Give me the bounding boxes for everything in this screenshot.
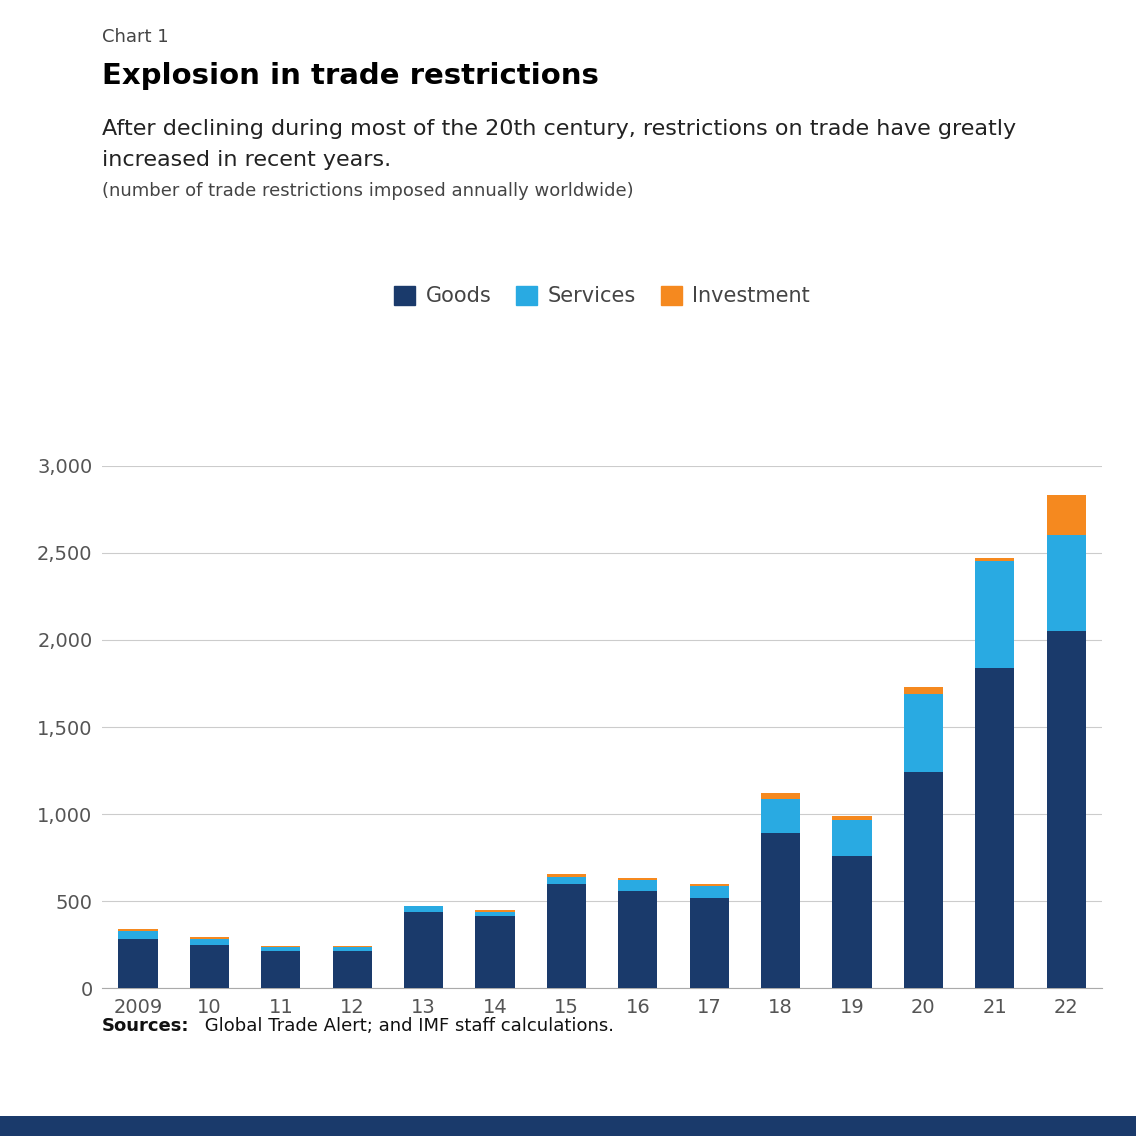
Bar	[618, 891, 658, 988]
Bar	[261, 951, 300, 988]
Bar	[904, 694, 943, 772]
Text: Explosion in trade restrictions: Explosion in trade restrictions	[102, 62, 599, 91]
Bar	[404, 907, 443, 912]
Bar	[761, 834, 800, 988]
Bar	[690, 897, 729, 988]
Bar	[475, 912, 515, 916]
Bar	[833, 855, 871, 988]
Text: increased in recent years.: increased in recent years.	[102, 150, 392, 170]
Bar	[1046, 632, 1086, 988]
Bar	[118, 938, 158, 988]
Bar	[904, 772, 943, 988]
Bar	[1046, 494, 1086, 535]
Legend: Goods, Services, Investment: Goods, Services, Investment	[386, 277, 818, 315]
Bar	[190, 937, 229, 938]
Bar	[475, 910, 515, 912]
Bar	[833, 816, 871, 820]
Bar	[333, 946, 371, 951]
Bar	[618, 878, 658, 880]
Bar	[833, 820, 871, 855]
Bar	[975, 561, 1014, 668]
Bar	[404, 912, 443, 988]
Text: After declining during most of the 20th century, restrictions on trade have grea: After declining during most of the 20th …	[102, 119, 1017, 140]
Bar	[190, 938, 229, 945]
Bar	[475, 916, 515, 988]
Bar	[975, 558, 1014, 561]
Bar	[618, 880, 658, 891]
Bar	[546, 877, 586, 884]
Bar	[118, 930, 158, 938]
Bar	[761, 800, 800, 834]
Bar	[761, 793, 800, 800]
Bar	[1046, 535, 1086, 632]
Bar	[261, 946, 300, 951]
Bar	[118, 929, 158, 930]
Bar	[333, 951, 371, 988]
Bar	[904, 687, 943, 694]
Bar	[690, 884, 729, 886]
Bar	[975, 668, 1014, 988]
Bar	[546, 875, 586, 877]
Text: Global Trade Alert; and IMF staff calculations.: Global Trade Alert; and IMF staff calcul…	[199, 1017, 613, 1035]
Text: (number of trade restrictions imposed annually worldwide): (number of trade restrictions imposed an…	[102, 182, 634, 200]
Bar	[190, 945, 229, 988]
Bar	[690, 886, 729, 897]
Text: Sources:: Sources:	[102, 1017, 190, 1035]
Bar	[546, 884, 586, 988]
Text: Chart 1: Chart 1	[102, 28, 169, 47]
